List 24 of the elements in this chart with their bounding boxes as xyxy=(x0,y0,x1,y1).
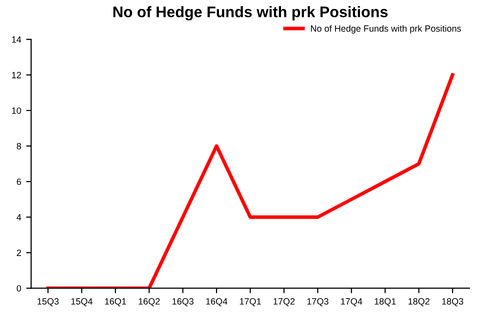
chart-title: No of Hedge Funds with prk Positions xyxy=(113,6,388,20)
y-tick-label: 10 xyxy=(12,107,22,114)
x-tick-label: 16Q1 xyxy=(105,298,126,306)
y-tick-label: 14 xyxy=(12,36,22,43)
x-tick-label: 17Q3 xyxy=(307,298,328,306)
legend-label: No of Hedge Funds with prk Positions xyxy=(311,25,461,34)
x-tick-label: 17Q4 xyxy=(341,298,362,306)
y-tick-label: 12 xyxy=(12,72,21,78)
y-tick-label: 6 xyxy=(16,178,22,185)
y-tick-label: 4 xyxy=(16,214,22,220)
x-tick-label: 16Q4 xyxy=(206,298,228,306)
y-tick-label: 2 xyxy=(16,250,21,256)
x-tick-label: 17Q2 xyxy=(274,298,295,306)
x-tick-label: 17Q1 xyxy=(240,298,261,306)
x-tick-label: 18Q1 xyxy=(374,298,396,306)
x-tick-label: 18Q3 xyxy=(442,298,464,306)
line-series xyxy=(46,73,454,288)
x-tick-label: 15Q4 xyxy=(71,298,92,306)
x-tick-label: 15Q3 xyxy=(38,298,59,306)
x-tick-label: 18Q2 xyxy=(408,298,430,306)
y-tick-label: 8 xyxy=(16,142,22,150)
x-tick-label: 16Q2 xyxy=(138,298,160,306)
x-tick-label: 16Q3 xyxy=(172,298,194,306)
y-tick-label: 0 xyxy=(16,285,22,292)
